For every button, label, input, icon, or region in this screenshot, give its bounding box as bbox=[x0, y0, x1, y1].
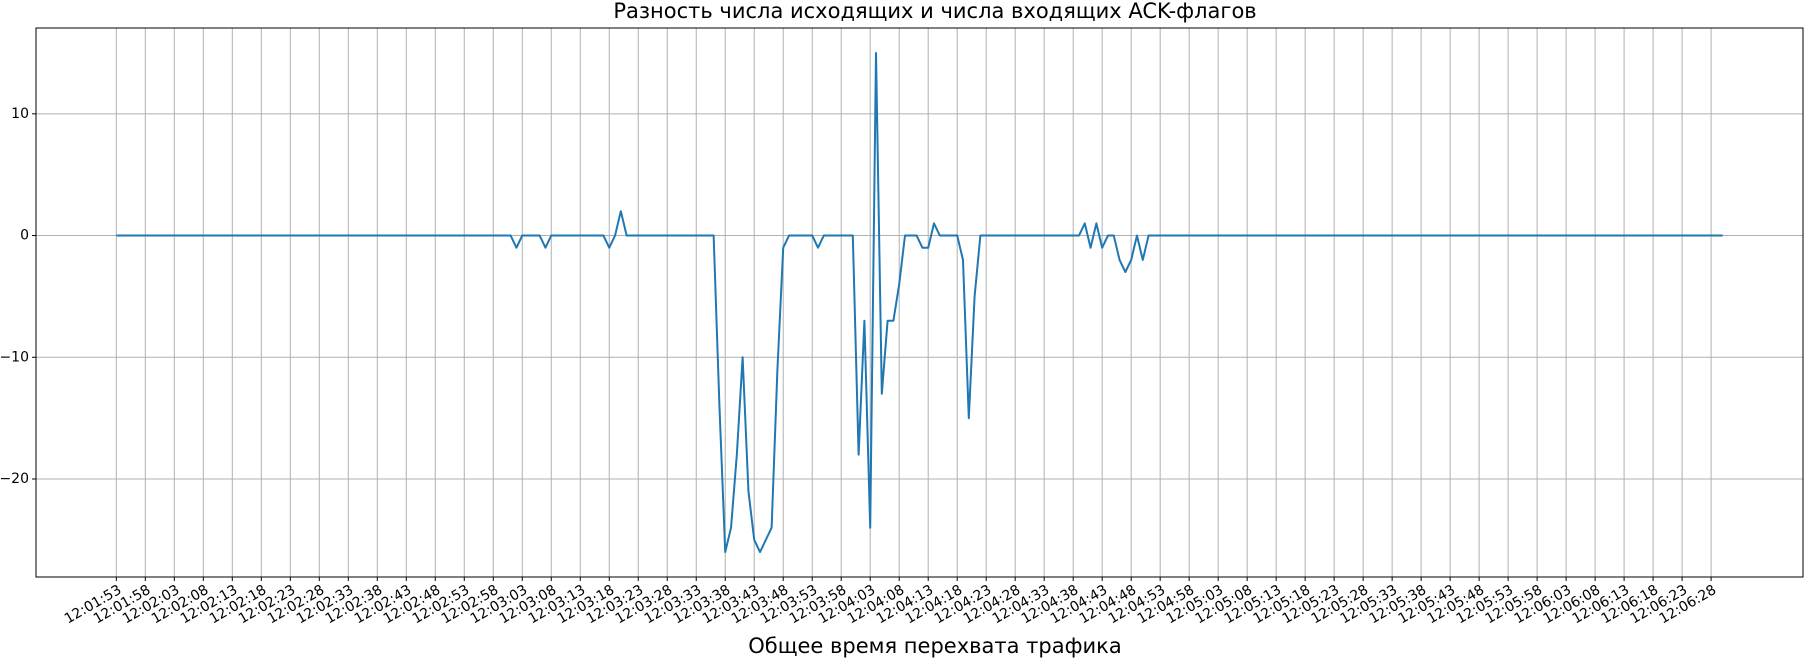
chart-title: Разность числа исходящих и числа входящи… bbox=[613, 0, 1256, 23]
data-line bbox=[116, 51, 1723, 554]
y-tick-label: 10 bbox=[11, 106, 29, 122]
y-tick-label: 0 bbox=[20, 228, 29, 244]
plot-frame bbox=[35, 27, 1804, 578]
y-tick-label: −20 bbox=[0, 471, 29, 487]
y-tick-label: −10 bbox=[0, 349, 29, 365]
x-axis-label: Общее время перехвата трафика bbox=[748, 634, 1122, 658]
